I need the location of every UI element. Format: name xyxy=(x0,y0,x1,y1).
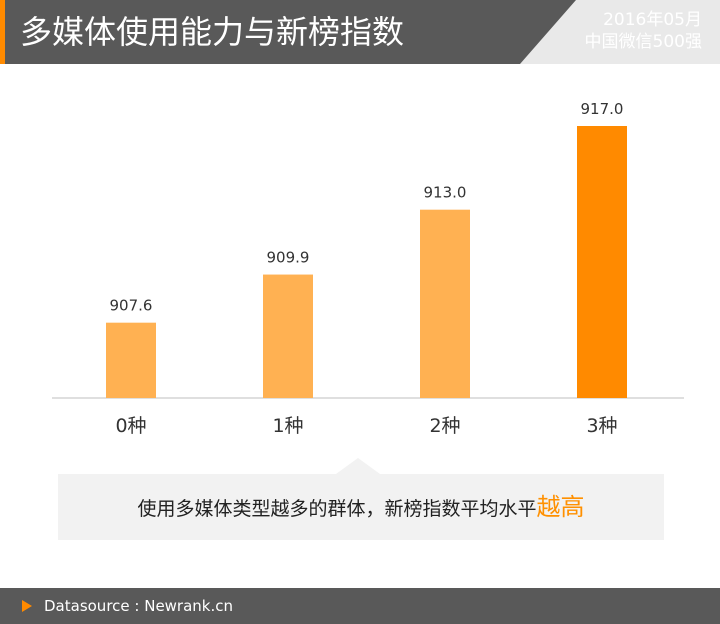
note-main-text: 使用多媒体类型越多的群体，新榜指数平均水平 xyxy=(137,498,537,520)
header-accent-stripe xyxy=(0,0,5,64)
bar-3 xyxy=(577,126,627,398)
bar-value-label-0: 907.6 xyxy=(110,297,153,315)
note-box xyxy=(58,474,664,540)
page-title: 多媒体使用能力与新榜指数 xyxy=(20,13,405,51)
footer-bar: Datasource : Newrank.cn xyxy=(0,588,720,624)
bar-1 xyxy=(263,274,313,398)
bar-value-label-1: 909.9 xyxy=(267,249,310,267)
play-arrow-icon xyxy=(22,600,32,612)
note-emphasis-text: 越高 xyxy=(536,493,585,521)
x-tick-label-3: 3种 xyxy=(586,415,617,437)
bar-chart: 907.6 0种 909.9 1种 913.0 2种 917.0 3种 xyxy=(52,100,684,437)
x-tick-label-1: 1种 xyxy=(272,415,303,437)
note-text: 使用多媒体类型越多的群体，新榜指数平均水平越高 xyxy=(58,474,664,540)
bar-2 xyxy=(420,209,470,398)
x-tick-label-0: 0种 xyxy=(115,415,146,437)
header-date: 2016年05月 xyxy=(603,10,702,30)
bar-value-label-3: 917.0 xyxy=(581,100,624,118)
bar-value-label-2: 913.0 xyxy=(424,184,467,202)
bar-0 xyxy=(106,322,156,398)
x-tick-label-2: 2种 xyxy=(429,415,460,437)
header-meta: 2016年05月 中国微信500强 xyxy=(585,9,702,53)
header-subtitle: 中国微信500强 xyxy=(584,32,702,52)
footer-source: Datasource : Newrank.cn xyxy=(44,597,234,615)
header-bar: 多媒体使用能力与新榜指数 2016年05月 中国微信500强 xyxy=(0,0,720,64)
note-pointer xyxy=(336,458,380,474)
